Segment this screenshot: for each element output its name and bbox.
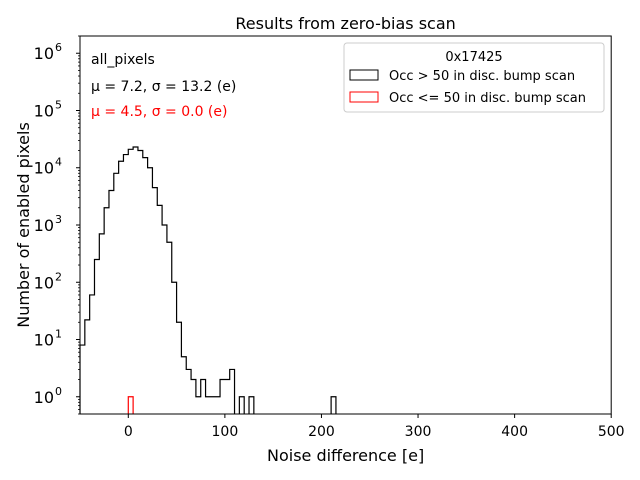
legend-swatch-occ-high xyxy=(349,69,379,81)
histogram-occ-high-segment-2 xyxy=(248,396,255,414)
y-tick-label-0: 10 xyxy=(34,388,54,407)
legend: 0x17425 Occ > 50 in disc. bump scan Occ … xyxy=(343,42,605,113)
x-tick-label-5: 500 xyxy=(598,424,625,440)
legend-label-occ-low: Occ <= 50 in disc. bump scan xyxy=(389,91,586,106)
x-tick-label-2: 200 xyxy=(308,424,335,440)
y-axis-label: Number of enabled pixels xyxy=(14,122,33,328)
y-tick-exponent-6: 6 xyxy=(55,41,62,54)
y-tick-exponent-2: 2 xyxy=(55,270,62,283)
histogram-occ-low-segment-0 xyxy=(127,396,134,414)
y-tick-label-5: 10 xyxy=(34,101,54,120)
plot-frame xyxy=(79,35,612,415)
histogram-occ-high-segment-1 xyxy=(238,396,245,414)
x-tick-label-3: 300 xyxy=(405,424,432,440)
x-tick-label-1: 100 xyxy=(212,424,239,440)
y-tick-label-6: 10 xyxy=(34,44,54,63)
chart-title: Results from zero-bias scan xyxy=(235,14,455,33)
y-tick-exponent-3: 3 xyxy=(55,213,62,226)
legend-label-occ-high: Occ > 50 in disc. bump scan xyxy=(389,69,575,84)
x-tick-label-0: 0 xyxy=(124,424,133,440)
y-tick-label-4: 10 xyxy=(34,159,54,178)
annotations: all_pixels μ = 7.2, σ = 13.2 (e) μ = 4.5… xyxy=(91,52,236,120)
y-tick-exponent-4: 4 xyxy=(55,156,62,169)
legend-title: 0x17425 xyxy=(445,50,502,65)
series-layer xyxy=(79,146,337,414)
x-tick-label-4: 400 xyxy=(501,424,528,440)
annotation-stats-all: μ = 7.2, σ = 13.2 (e) xyxy=(91,79,236,95)
y-tick-label-2: 10 xyxy=(34,273,54,292)
y-tick-label-1: 10 xyxy=(34,331,54,350)
legend-swatch-occ-low xyxy=(349,91,379,103)
y-tick-exponent-1: 1 xyxy=(55,328,62,341)
annotation-label: all_pixels xyxy=(91,52,155,68)
y-tick-exponent-0: 0 xyxy=(55,385,62,398)
annotation-stats-low-occ: μ = 4.5, σ = 0.0 (e) xyxy=(91,104,227,120)
legend-box xyxy=(343,42,605,113)
y-tick-exponent-5: 5 xyxy=(55,98,62,111)
x-axis-ticks: 0 100 200 300 400 500 xyxy=(124,414,625,440)
x-axis-label: Noise difference [e] xyxy=(267,446,424,465)
y-tick-label-3: 10 xyxy=(34,216,54,235)
histogram-occ-high-segment-3 xyxy=(330,396,337,414)
histogram-occ-high-segment-0 xyxy=(79,146,236,414)
